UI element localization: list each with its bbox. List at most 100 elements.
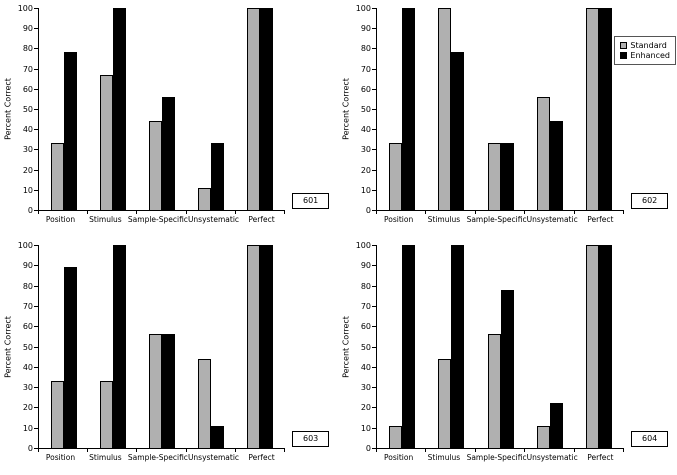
bar-standard-unsystematic	[536, 96, 550, 210]
legend-label: Standard	[630, 41, 667, 50]
bar-groups	[39, 245, 285, 448]
legend-item: Enhanced	[620, 51, 670, 60]
bar-group-perfect	[575, 245, 624, 448]
y-tick-label: 20	[360, 403, 371, 413]
bar-group-unsystematic	[187, 245, 236, 448]
y-tick-label: 90	[22, 24, 33, 34]
bar-group-unsystematic	[187, 8, 236, 210]
x-tick-mark	[284, 449, 285, 452]
y-tick-label: 70	[22, 64, 33, 74]
y-tick-mark	[34, 109, 38, 110]
bar-enhanced-perfect	[260, 245, 274, 448]
y-tick-mark	[34, 387, 38, 389]
y-tick-mark	[372, 448, 376, 449]
x-tick-label: Position	[384, 215, 414, 224]
y-tick-label: 10	[22, 423, 33, 433]
bar-enhanced-stimulus	[451, 245, 465, 448]
bar-standard-sample-specific	[149, 334, 162, 448]
y-tick-mark	[372, 129, 376, 131]
x-axis-labels: Position Stimulus Sample-Specific Unsystema…	[38, 215, 284, 224]
bar-group-unsystematic	[525, 245, 574, 448]
x-tick-label: Position	[45, 453, 76, 462]
bar-enhanced-sample-specific	[500, 289, 514, 448]
y-tick-label: 50	[22, 105, 33, 114]
bar-enhanced-sample-specific	[500, 143, 514, 210]
x-tick-label: Unsystematic	[526, 453, 578, 462]
x-tick-mark	[425, 449, 427, 452]
legend-swatch-standard	[620, 42, 628, 49]
x-tick-label: Perfect	[587, 215, 614, 224]
bar-standard-position	[50, 143, 64, 210]
chart-panel-602: Percent Correct 0 10 20 30 40 50 60 70 80 90 100 Pos…	[338, 0, 677, 237]
y-tick-mark	[372, 8, 376, 9]
bar-enhanced-position	[63, 267, 77, 448]
bar-standard-position	[388, 143, 402, 210]
y-tick-label: 60	[22, 322, 33, 332]
chart-panel-601: Percent Correct 0 10 20 30 40 50 60 70 80 90 100 Pos…	[0, 0, 338, 237]
y-tick-label: 80	[360, 44, 371, 54]
y-tick-mark	[34, 28, 38, 30]
bar-group-sample-specific	[137, 245, 186, 448]
y-tick-mark	[34, 285, 38, 287]
x-tick-mark	[623, 211, 624, 214]
y-tick-label: 0	[365, 206, 371, 215]
x-tick-mark	[573, 211, 575, 214]
y-tick-label: 100	[355, 4, 371, 13]
x-tick-mark	[524, 211, 526, 214]
plot-area	[38, 245, 285, 449]
y-tick-label: 0	[27, 206, 33, 215]
y-tick-mark	[34, 448, 38, 449]
bar-group-perfect	[236, 245, 285, 448]
x-tick-label: Perfect	[248, 215, 275, 224]
bar-standard-perfect	[586, 245, 600, 448]
x-tick-mark	[38, 211, 39, 214]
y-tick-label: 40	[360, 125, 371, 135]
bar-enhanced-perfect	[599, 245, 613, 448]
y-tick-mark	[372, 407, 376, 409]
y-tick-label: 90	[360, 261, 371, 271]
plot-area	[376, 245, 624, 449]
bar-group-sample-specific	[476, 245, 525, 448]
y-tick-label: 40	[22, 125, 33, 135]
x-tick-mark	[284, 211, 285, 214]
bar-standard-unsystematic	[536, 425, 550, 448]
x-tick-label: Stimulus	[427, 215, 461, 224]
y-tick-label: 60	[360, 322, 371, 332]
x-tick-label: Position	[384, 453, 414, 462]
bar-groups	[377, 8, 624, 210]
bar-group-position	[39, 245, 88, 448]
y-tick-label: 40	[360, 362, 371, 372]
x-tick-label: Perfect	[248, 453, 275, 462]
y-tick-mark	[372, 285, 376, 287]
x-tick-mark	[87, 449, 89, 452]
y-tick-mark	[372, 189, 376, 191]
bar-enhanced-stimulus	[112, 245, 126, 448]
x-tick-mark	[185, 211, 187, 214]
y-tick-mark	[372, 109, 376, 110]
x-tick-mark	[573, 449, 575, 452]
y-tick-mark	[34, 427, 38, 429]
x-tick-mark	[376, 449, 377, 452]
bar-standard-position	[50, 381, 64, 448]
y-tick-mark	[34, 88, 38, 90]
bar-standard-sample-specific	[487, 334, 501, 448]
y-axis-label: Percent Correct	[3, 78, 13, 140]
bar-group-position	[377, 8, 426, 210]
bar-enhanced-stimulus	[451, 52, 465, 210]
y-tick-label: 70	[22, 301, 33, 311]
y-tick-label: 40	[22, 362, 33, 372]
x-tick-label: Stimulus	[89, 215, 122, 224]
bar-enhanced-unsystematic	[211, 425, 225, 448]
bar-enhanced-unsystematic	[549, 403, 563, 448]
x-tick-mark	[623, 449, 624, 452]
y-tick-mark	[372, 387, 376, 389]
plot-area	[376, 8, 624, 211]
x-axis-labels: Position Stimulus Sample-Specific Unsystema…	[38, 453, 284, 462]
x-tick-mark	[524, 449, 526, 452]
y-tick-mark	[34, 407, 38, 409]
y-tick-mark	[372, 28, 376, 30]
bar-standard-stimulus	[438, 8, 452, 210]
y-tick-label: 50	[360, 105, 371, 114]
x-tick-label: Unsystematic	[526, 215, 578, 224]
y-tick-label: 0	[27, 444, 33, 453]
